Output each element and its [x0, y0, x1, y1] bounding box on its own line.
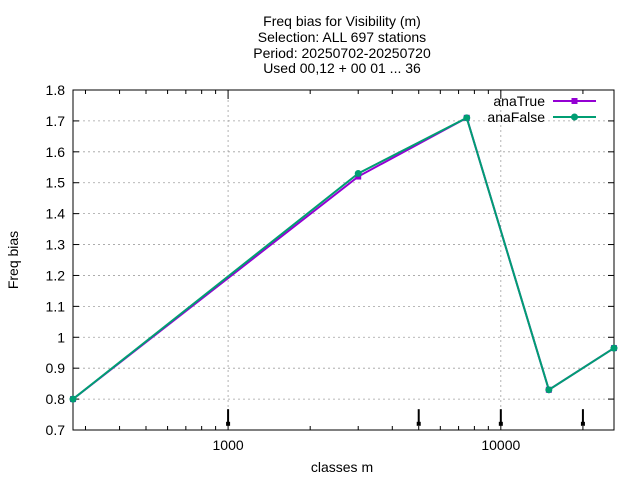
y-tick-label: 0.8 [46, 391, 66, 407]
class-marker-point [416, 421, 421, 426]
x-tick-label: 1000 [213, 437, 244, 453]
legend-label-anaTrue: anaTrue [493, 93, 545, 109]
data-point-anaFalse [545, 386, 553, 394]
class-marker-point [226, 421, 231, 426]
y-tick-label: 1.1 [46, 298, 66, 314]
y-tick-label: 1 [57, 329, 65, 345]
class-marker-point [498, 421, 503, 426]
legend-label-anaFalse: anaFalse [487, 109, 545, 125]
series-line-anaFalse [72, 116, 615, 400]
chart-title-line-1: Freq bias for Visibility (m) [263, 13, 421, 29]
chart-title-line-4: Used 00,12 + 00 01 ... 36 [263, 60, 421, 76]
data-point-anaFalse [463, 114, 471, 122]
axes: 0.7 0.8 0.9 1 1.1 1.2 1.3 1.4 1.5 1.6 1.7 1.8 1000 10… [46, 82, 615, 453]
legend-marker-anaFalse [571, 113, 578, 121]
y-tick-label: 1.4 [46, 206, 66, 222]
legend-marker-anaTrue [571, 98, 578, 104]
y-tick-label: 1.7 [46, 113, 66, 129]
data-point-anaFalse [69, 395, 77, 403]
y-tick-label: 1.2 [46, 267, 66, 283]
chart-title-line-3: Period: 20250702-20250720 [253, 45, 431, 61]
y-tick-label: 1.8 [46, 82, 66, 98]
data-point-anaFalse [610, 344, 618, 352]
y-tick-label: 1.5 [46, 175, 66, 191]
y-axis-label: Freq bias [5, 231, 21, 289]
x-axis-label: classes m [311, 459, 373, 475]
y-tick-label: 1.3 [46, 237, 66, 253]
class-markers [226, 409, 585, 426]
series-layer [69, 114, 618, 403]
series-line-anaTrue [72, 116, 615, 400]
y-tick-label: 0.7 [46, 422, 66, 438]
class-marker-point [580, 421, 585, 426]
y-tick-label: 1.6 [46, 144, 66, 160]
plot-border [72, 89, 615, 431]
y-tick-label: 0.9 [46, 360, 66, 376]
chart-title-line-2: Selection: ALL 697 stations [258, 29, 426, 45]
data-point-anaFalse [354, 169, 362, 177]
grid [73, 90, 614, 430]
x-tick-label: 10000 [481, 437, 520, 453]
chart-title: Freq bias for Visibility (m) Selection: … [253, 13, 431, 76]
